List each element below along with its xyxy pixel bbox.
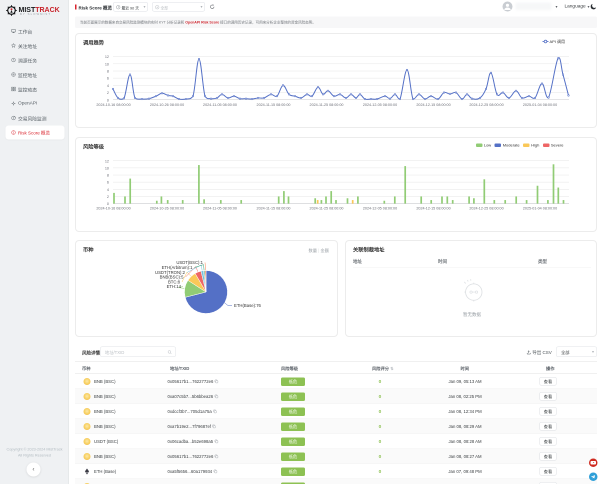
svg-text:USDT(BSC):1: USDT(BSC):1	[176, 260, 203, 265]
svg-text:2025-01-04 08:00:00: 2025-01-04 08:00:00	[523, 207, 557, 211]
svg-text:12: 12	[105, 159, 109, 163]
svg-text:2024-12-15 08:00:00: 2024-12-15 08:00:00	[416, 207, 450, 211]
svg-text:ETH(Arbitrum):1: ETH(Arbitrum):1	[162, 265, 194, 270]
svg-text:BTC:8: BTC:8	[168, 280, 181, 285]
svg-text:2024-11-25 08:00:00: 2024-11-25 08:00:00	[310, 207, 344, 211]
svg-text:4: 4	[107, 84, 109, 88]
svg-text:2024-12-25 08:00:00: 2024-12-25 08:00:00	[469, 103, 503, 107]
svg-text:2024-10-16 08:00:00: 2024-10-16 08:00:00	[96, 103, 130, 107]
svg-text:2024-12-25 08:00:00: 2024-12-25 08:00:00	[469, 207, 503, 211]
svg-text:8: 8	[107, 174, 109, 178]
svg-text:10: 10	[105, 62, 109, 66]
svg-text:2024-11-15 08:00:00: 2024-11-15 08:00:00	[257, 207, 291, 211]
svg-text:ETH:14: ETH:14	[167, 284, 182, 289]
svg-text:2024-11-25 08:00:00: 2024-11-25 08:00:00	[310, 103, 344, 107]
svg-text:6: 6	[107, 181, 109, 185]
svg-text:2: 2	[107, 91, 109, 95]
svg-text:2024-12-05 08:00:00: 2024-12-05 08:00:00	[363, 103, 397, 107]
svg-text:0: 0	[107, 202, 109, 206]
svg-text:2024-11-05 08:00:00: 2024-11-05 08:00:00	[203, 103, 237, 107]
svg-text:2024-12-05 08:00:00: 2024-12-05 08:00:00	[363, 207, 397, 211]
svg-text:2024-11-15 08:00:00: 2024-11-15 08:00:00	[257, 103, 291, 107]
svg-text:2024-10-16 08:00:00: 2024-10-16 08:00:00	[96, 207, 130, 211]
svg-text:2024-12-15 08:00:00: 2024-12-15 08:00:00	[416, 103, 450, 107]
svg-text:0: 0	[107, 98, 109, 102]
svg-text:12: 12	[105, 55, 109, 59]
svg-text:BNB(BSC):5: BNB(BSC):5	[160, 275, 184, 280]
svg-text:2024-10-26 08:00:00: 2024-10-26 08:00:00	[150, 103, 184, 107]
svg-text:2024-10-26 08:00:00: 2024-10-26 08:00:00	[150, 207, 184, 211]
svg-text:8: 8	[107, 70, 109, 74]
svg-text:2025-01-04 08:00:00: 2025-01-04 08:00:00	[523, 103, 557, 107]
svg-text:2024-11-05 08:00:00: 2024-11-05 08:00:00	[203, 207, 237, 211]
svg-text:2: 2	[107, 195, 109, 199]
svg-text:ETH(Base):76: ETH(Base):76	[234, 303, 262, 308]
svg-text:4: 4	[107, 188, 109, 192]
svg-text:6: 6	[107, 77, 109, 81]
svg-text:USDT(TRON):2: USDT(TRON):2	[155, 270, 186, 275]
svg-text:10: 10	[105, 166, 109, 170]
